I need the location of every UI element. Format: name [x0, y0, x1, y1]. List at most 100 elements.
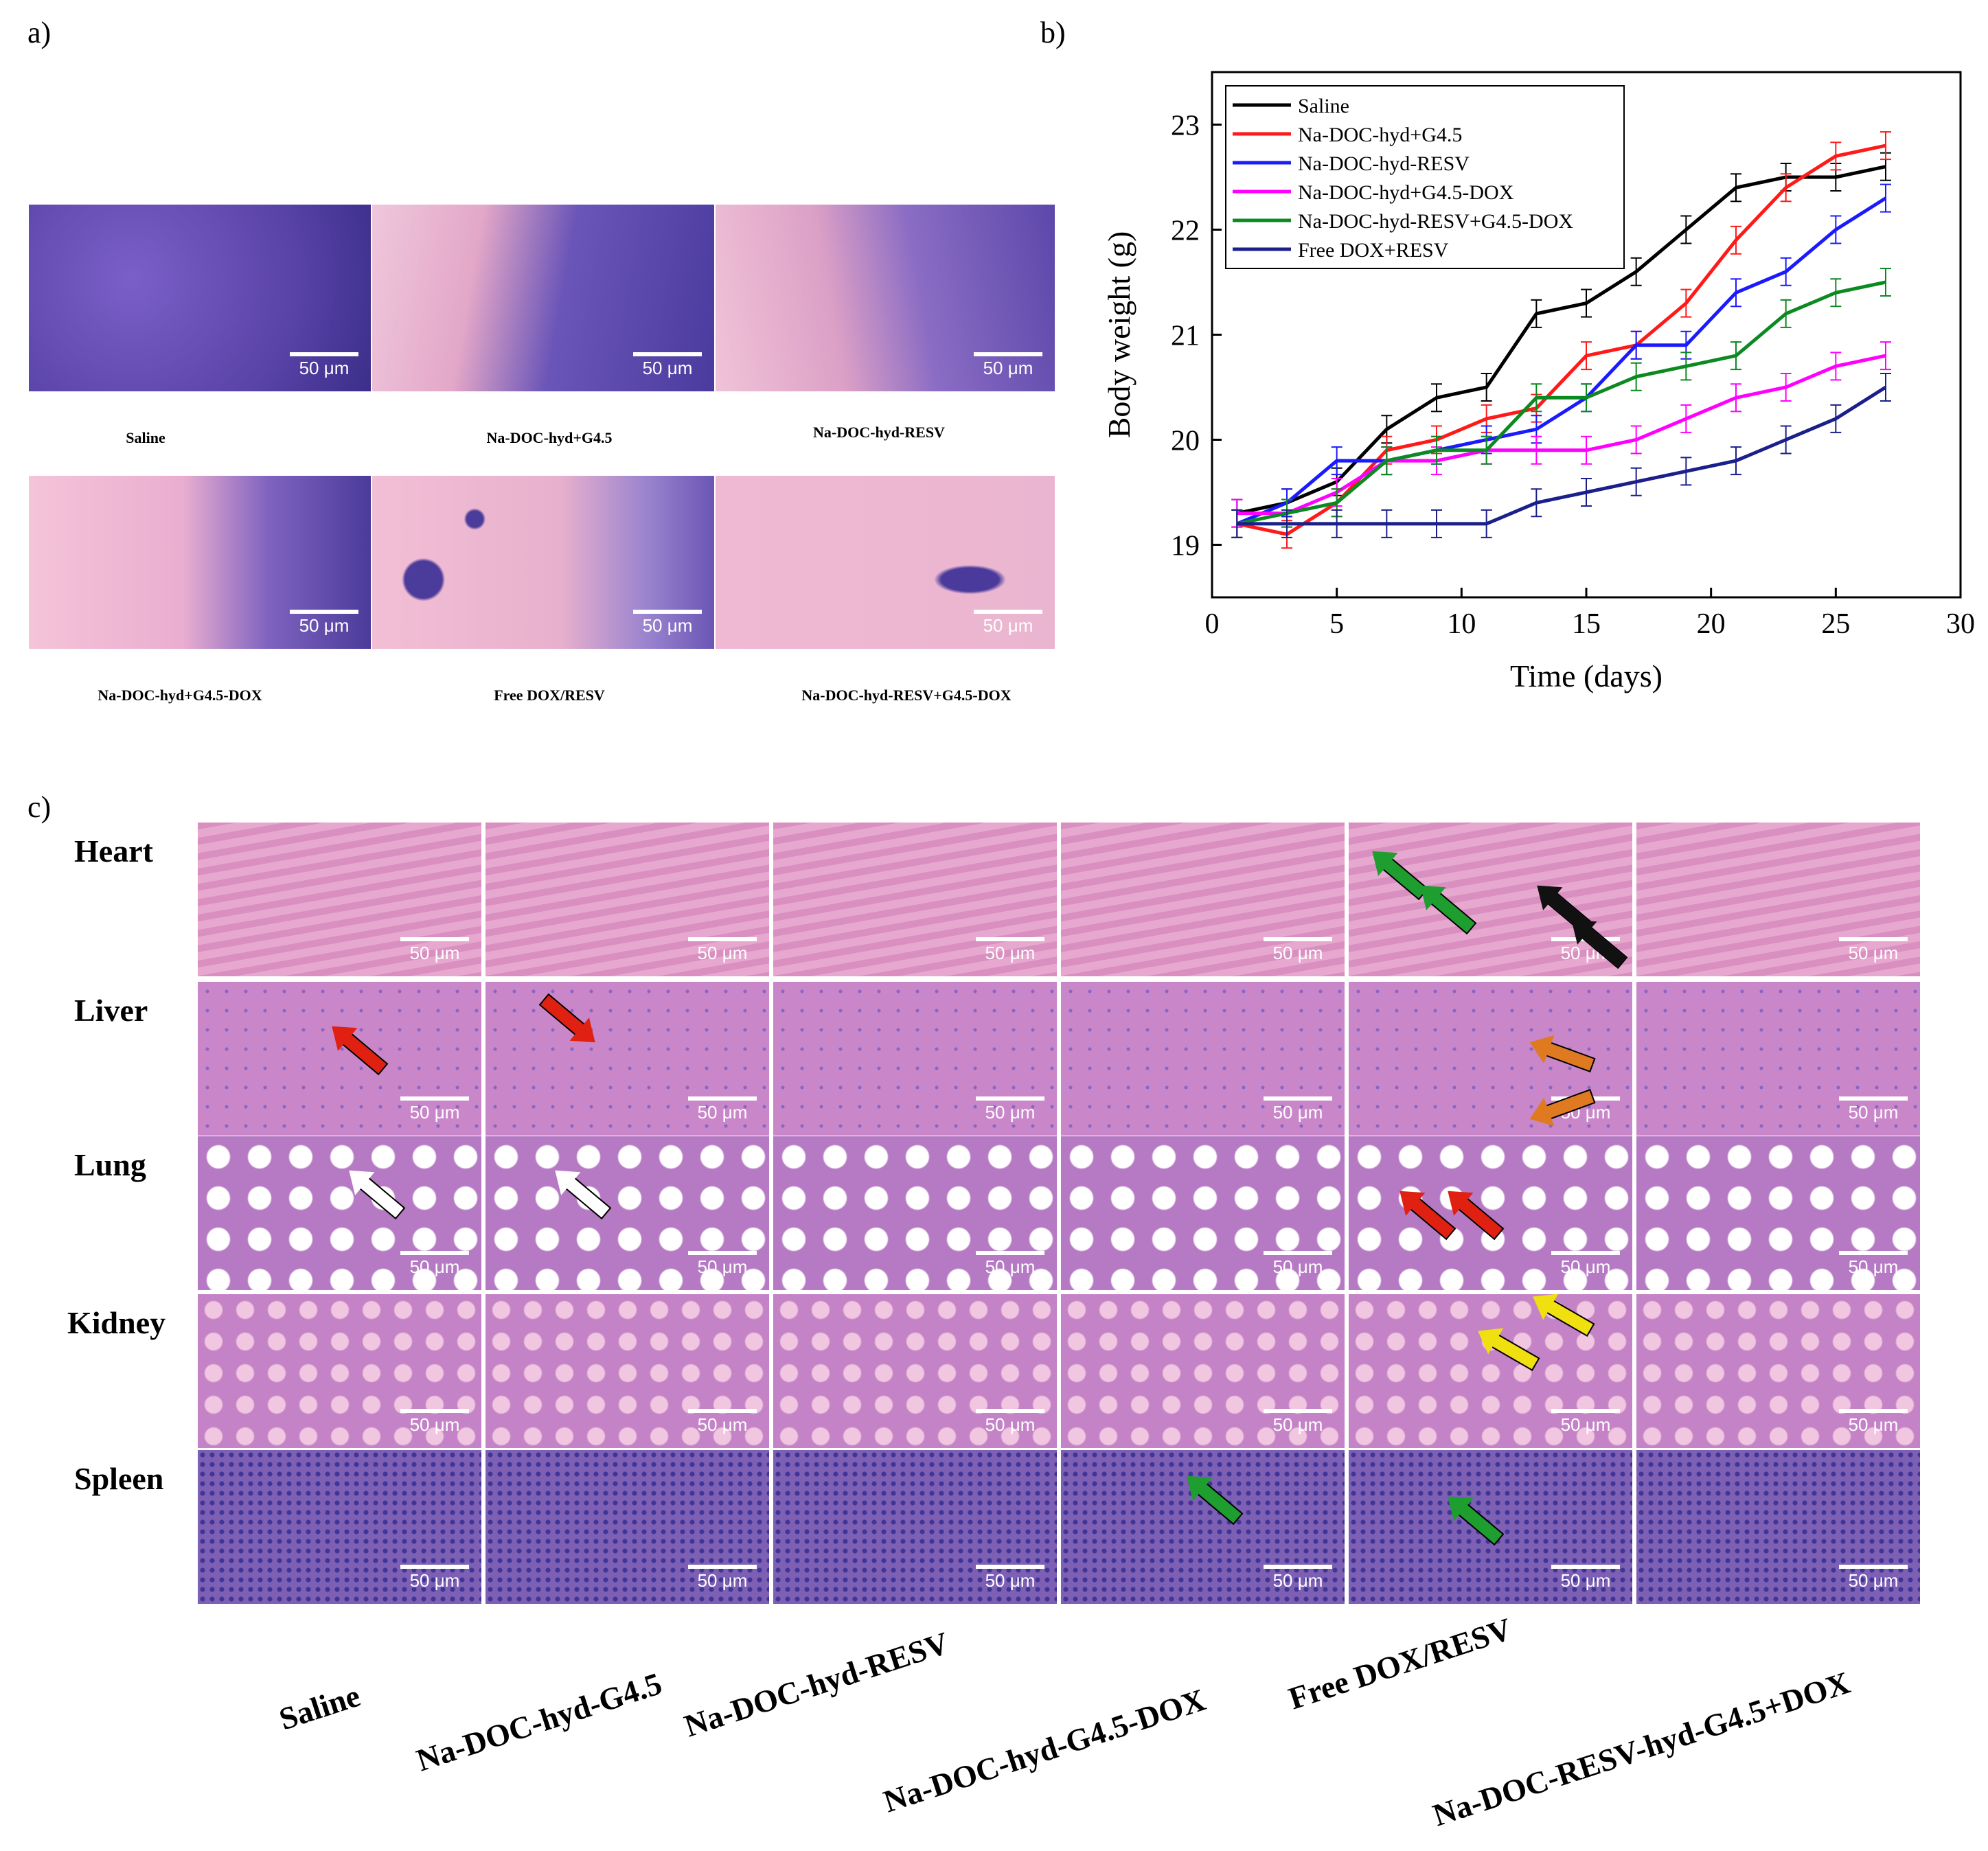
organ-image-liver-3: 50 μm — [773, 982, 1057, 1136]
organ-image-lung-5: 50 μm — [1349, 1136, 1632, 1290]
tumor-caption-4: Na-DOC-hyd+G4.5-DOX — [98, 687, 262, 704]
tumor-caption-5: Free DOX/RESV — [494, 687, 605, 704]
scale-bar: 50 μm — [1839, 937, 1908, 964]
tumor-image-saline: 50 μm — [29, 205, 371, 391]
scale-bar: 50 μm — [688, 937, 757, 964]
row-label-spleen: Spleen — [74, 1461, 164, 1496]
organ-image-heart-1: 50 μm — [198, 823, 481, 976]
scale-bar: 50 μm — [976, 1565, 1044, 1591]
legend-box — [1225, 85, 1625, 269]
x-tick-label: 10 — [1447, 608, 1476, 640]
scale-bar: 50 μm — [1839, 1096, 1908, 1123]
legend-entry: Na-DOC-hyd-RESV+G4.5-DOX — [1298, 210, 1573, 233]
organ-image-lung-1: 50 μm — [198, 1136, 481, 1290]
scale-bar: 50 μm — [974, 610, 1042, 636]
x-tick-label: 15 — [1572, 608, 1601, 640]
scale-bar: 50 μm — [1551, 1409, 1620, 1436]
scale-bar: 50 μm — [1264, 937, 1332, 964]
x-tick-label: 0 — [1205, 608, 1220, 640]
organ-image-liver-2: 50 μm — [485, 982, 769, 1136]
scale-bar: 50 μm — [1264, 1251, 1332, 1278]
scale-bar: 50 μm — [1264, 1565, 1332, 1591]
organ-image-spleen-1: 50 μm — [198, 1450, 481, 1604]
scale-bar: 50 μm — [1264, 1409, 1332, 1436]
organ-image-liver-1: 50 μm — [198, 982, 481, 1136]
organ-image-lung-3: 50 μm — [773, 1136, 1057, 1290]
y-tick-label: 23 — [1171, 111, 1200, 142]
x-tick-label: 30 — [1946, 608, 1975, 640]
series-line-2 — [1236, 196, 1887, 526]
scale-bar: 50 μm — [400, 1096, 469, 1123]
y-tick-label: 20 — [1171, 426, 1200, 457]
organ-image-kidney-2: 50 μm — [485, 1294, 769, 1448]
scale-bar: 50 μm — [976, 1409, 1044, 1436]
tumor-image-5: 50 μm — [372, 476, 714, 649]
scale-bar: 50 μm — [976, 1251, 1044, 1278]
legend-entry: Na-DOC-hyd-RESV — [1298, 152, 1470, 175]
scale-bar: 50 μm — [688, 1251, 757, 1278]
x-axis-label: Time (days) — [1510, 658, 1663, 693]
series-line-0 — [1236, 165, 1886, 516]
organ-image-heart-5: 50 μm — [1349, 823, 1632, 976]
tumor-caption-2: Na-DOC-hyd+G4.5 — [486, 429, 613, 446]
y-tick-label: 19 — [1171, 531, 1200, 562]
legend-entry: Na-DOC-hyd+G4.5 — [1298, 124, 1462, 146]
scale-bar: 50 μm — [1839, 1251, 1908, 1278]
organ-image-spleen-3: 50 μm — [773, 1450, 1057, 1604]
organ-image-liver-4: 50 μm — [1061, 982, 1345, 1136]
organ-image-liver-6: 50 μm — [1636, 982, 1920, 1136]
scale-bar: 50 μm — [976, 1096, 1044, 1123]
tumor-image-4: 50 μm — [29, 476, 371, 649]
x-tick-label: 25 — [1821, 608, 1850, 640]
column-label-6: Na-DOC-RESV-hyd-G4.5+DOX — [1428, 1664, 1854, 1833]
scale-bar: 50 μm — [1551, 1251, 1620, 1278]
organ-image-heart-2: 50 μm — [485, 823, 769, 976]
series-line-4 — [1236, 280, 1886, 526]
organ-image-lung-2: 50 μm — [485, 1136, 769, 1290]
series-line-3 — [1237, 354, 1886, 516]
tumor-caption-1: Saline — [126, 429, 165, 446]
organ-image-heart-4: 50 μm — [1061, 823, 1345, 976]
panel-label-b: b) — [1040, 16, 1066, 49]
row-label-lung: Lung — [74, 1147, 146, 1182]
row-label-liver: Liver — [74, 993, 148, 1028]
organ-image-kidney-6: 50 μm — [1636, 1294, 1920, 1448]
scale-bar: 50 μm — [400, 1565, 469, 1591]
x-tick-label: 5 — [1329, 608, 1344, 640]
row-label-heart: Heart — [74, 833, 153, 869]
tumor-image-3: 50 μm — [716, 205, 1055, 391]
scale-bar: 50 μm — [688, 1409, 757, 1436]
scale-bar: 50 μm — [290, 610, 358, 636]
organ-image-kidney-4: 50 μm — [1061, 1294, 1345, 1448]
column-label-4: Na-DOC-hyd-G4.5-DOX — [879, 1681, 1210, 1819]
legend-entry: Free DOX+RESV — [1298, 239, 1449, 262]
column-label-3: Na-DOC-hyd-RESV — [680, 1624, 953, 1744]
tumor-caption-3: Na-DOC-hyd-RESV — [813, 424, 945, 441]
scale-bar: 50 μm — [976, 937, 1044, 964]
scale-bar: 50 μm — [1839, 1565, 1908, 1591]
legend-entry: Saline — [1298, 95, 1349, 117]
scale-bar: 50 μm — [400, 1409, 469, 1436]
scale-bar: 50 μm — [633, 352, 702, 379]
row-label-kidney: Kidney — [67, 1305, 166, 1340]
column-label-1: Saline — [275, 1677, 365, 1737]
scale-bar: 50 μm — [400, 937, 469, 964]
scale-bar: 50 μm — [688, 1565, 757, 1591]
tumor-image-6: 50 μm — [716, 476, 1055, 649]
panel-label-c: c) — [27, 790, 52, 824]
scale-bar: 50 μm — [1839, 1409, 1908, 1436]
organ-image-heart-3: 50 μm — [773, 823, 1057, 976]
tumor-caption-6: Na-DOC-hyd-RESV+G4.5-DOX — [801, 687, 1012, 704]
organ-image-heart-6: 50 μm — [1636, 823, 1920, 976]
x-tick-label: 20 — [1697, 608, 1726, 640]
y-axis-label: Body weight (g) — [1101, 231, 1136, 439]
panel-label-a: a) — [27, 16, 52, 49]
scale-bar: 50 μm — [400, 1251, 469, 1278]
organ-image-kidney-3: 50 μm — [773, 1294, 1057, 1448]
scale-bar: 50 μm — [290, 352, 358, 379]
y-tick-label: 21 — [1171, 321, 1200, 352]
organ-image-kidney-1: 50 μm — [198, 1294, 481, 1448]
scale-bar: 50 μm — [688, 1096, 757, 1123]
legend-entry: Na-DOC-hyd+G4.5-DOX — [1298, 181, 1514, 204]
